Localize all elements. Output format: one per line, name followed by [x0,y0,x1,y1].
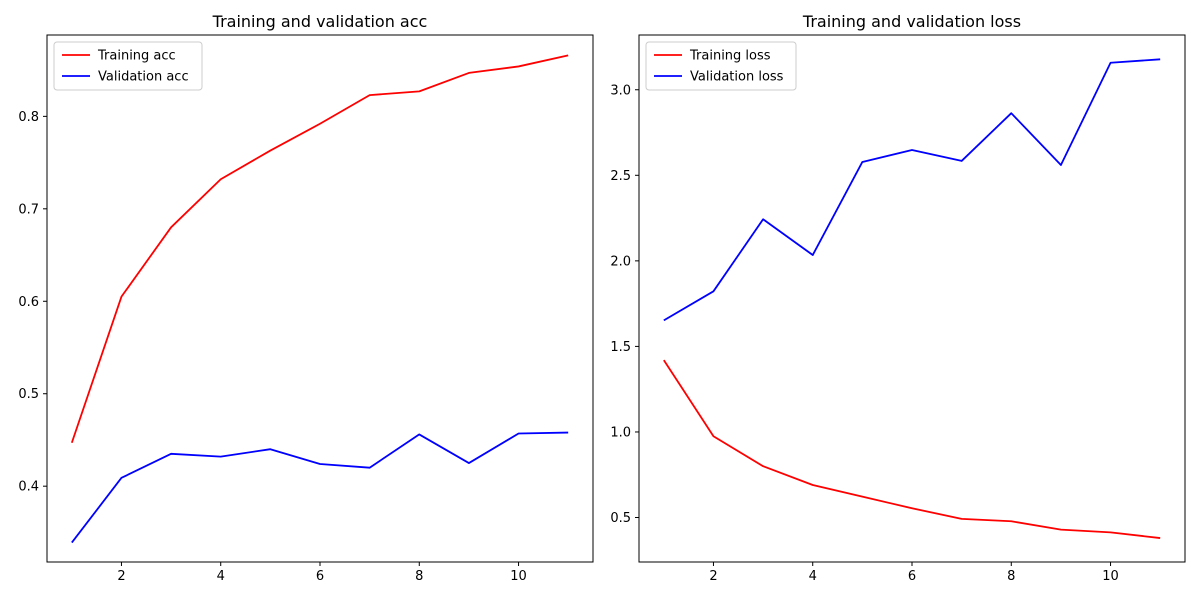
axes-frame [638,34,1186,563]
chart-1: Training and validation acc 2 4 6 8 10 0.4 0.5 0… [18,12,594,584]
chart-title: Training and validation acc [212,12,428,31]
series-line-validation-acc [71,431,569,544]
legend-label: Validation acc [98,70,189,85]
y-tick-label: 0.5 [18,387,39,402]
legend-box [645,41,797,91]
y-tick-label: 0.6 [18,295,39,310]
series-line-validation-loss [663,58,1161,322]
legend-label: Training acc [97,49,176,64]
y-tick-label: 2.5 [610,169,631,184]
y-tick-label: 2.0 [610,254,631,269]
x-tick-label: 8 [1007,569,1015,584]
x-tick-label: 6 [908,569,916,584]
x-tick-label: 10 [510,569,527,584]
x-tick-label: 8 [415,569,423,584]
x-tick-label: 2 [709,569,717,584]
chart-2: Training and validation loss 2 4 6 8 10 0.5 1.0… [610,12,1186,584]
x-tick-label: 6 [316,569,324,584]
x-tick-label: 2 [117,569,125,584]
legend-label: Training loss [689,49,771,64]
legend: Training acc Validation acc [53,41,203,91]
y-tick-label: 0.5 [610,511,631,526]
legend-label: Validation loss [690,70,784,85]
y-tick-label: 0.4 [18,480,39,495]
legend-box [53,41,203,91]
x-tick-label: 4 [809,569,817,584]
x-tick-label: 4 [217,569,225,584]
y-tick-label: 0.7 [18,202,39,217]
series-line-training-acc [70,54,569,444]
legend: Training loss Validation loss [645,41,797,91]
chart-title: Training and validation loss [802,12,1021,31]
y-tick-label: 1.0 [610,425,631,440]
axes-frame [46,34,594,563]
y-tick-label: 0.8 [18,110,39,125]
y-tick-label: 3.0 [610,83,631,98]
series-line-training-loss [663,359,1161,539]
y-tick-label: 1.5 [610,340,631,355]
x-tick-label: 10 [1102,569,1119,584]
